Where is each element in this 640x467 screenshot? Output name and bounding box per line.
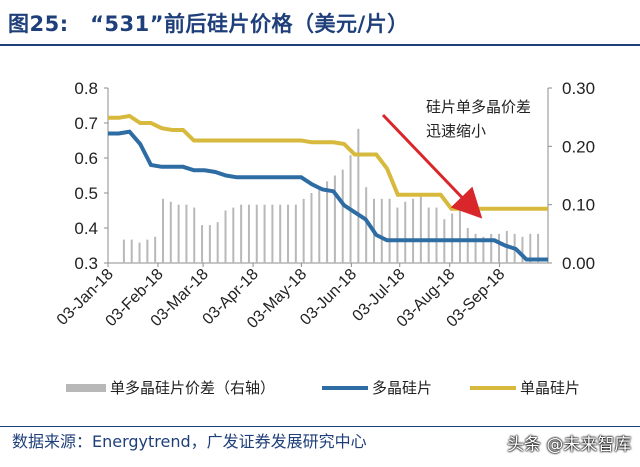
- legend-spread-swatch: [66, 384, 106, 392]
- legend: 单多晶硅片价差（右轴） 多晶硅片 单晶硅片: [66, 379, 580, 397]
- right-tick-label: 0.20: [562, 137, 595, 156]
- legend-spread-label: 单多晶硅片价差（右轴）: [110, 379, 275, 397]
- spread-bar: [318, 187, 321, 263]
- x-axis: 03-Jan-1803-Feb-1803-Mar-1803-Apr-1803-M…: [54, 263, 509, 332]
- spread-bar: [185, 204, 188, 263]
- right-tick-label: 0.30: [562, 79, 595, 98]
- watermark: 头条 @未来智库: [507, 435, 632, 455]
- spread-bar: [216, 222, 219, 263]
- left-tick-label: 0.4: [74, 219, 98, 238]
- spread-bar: [224, 210, 227, 263]
- spread-bar: [263, 204, 266, 263]
- trend-arrow-line: [381, 113, 483, 219]
- spread-bar: [193, 207, 196, 263]
- spread-bar: [255, 204, 258, 263]
- spread-bar: [435, 207, 438, 263]
- spread-bar: [333, 175, 336, 263]
- spread-bar: [201, 225, 204, 263]
- right-axis: 0.00 0.10 0.20 0.30: [548, 79, 595, 273]
- footer-divider: [0, 426, 640, 427]
- spread-bar: [208, 225, 211, 263]
- right-tick-label: 0.10: [562, 196, 595, 215]
- price-chart: 0.3 0.4 0.5 0.6 0.7 0.8 0.00 0.10 0.20 0.30 03-J…: [54, 79, 595, 397]
- spread-bar: [177, 204, 180, 263]
- spread-bar: [380, 198, 383, 263]
- spread-bar: [294, 204, 297, 263]
- spread-bar: [529, 233, 532, 263]
- spread-bar: [247, 204, 250, 263]
- spread-bar: [310, 193, 313, 263]
- spread-bar: [466, 228, 469, 263]
- spread-bar: [451, 213, 454, 263]
- title-bar: 图25: “531”前后硅片价格（美元/片）: [0, 0, 640, 46]
- spread-bar: [498, 233, 501, 263]
- spread-bar: [271, 204, 274, 263]
- spread-bar: [404, 201, 407, 263]
- spread-bar: [458, 210, 461, 263]
- right-tick-label: 0.00: [562, 254, 595, 273]
- spread-bar: [490, 233, 493, 263]
- spread-bar: [365, 187, 368, 263]
- spread-bar: [287, 204, 290, 263]
- figure-title: 图25: “531”前后硅片价格（美元/片）: [8, 12, 409, 36]
- legend-poly-label: 多晶硅片: [372, 379, 432, 397]
- source-note: 数据来源：Energytrend，广发证券发展研究中心: [12, 432, 367, 451]
- spread-bar: [302, 198, 305, 263]
- left-tick-label: 0.6: [74, 149, 98, 168]
- spread-bar: [169, 201, 172, 263]
- spread-bar: [412, 198, 415, 263]
- spread-bar: [521, 236, 524, 263]
- spread-bars: [122, 128, 540, 263]
- spread-bar: [122, 239, 125, 263]
- left-axis: 0.3 0.4 0.5 0.6 0.7 0.8: [74, 79, 108, 273]
- spread-bar: [279, 204, 282, 263]
- spread-bar: [154, 236, 157, 263]
- spread-bar: [357, 128, 360, 263]
- spread-bar: [537, 233, 540, 263]
- spread-bar: [474, 233, 477, 263]
- spread-bar: [146, 239, 149, 263]
- left-tick-label: 0.3: [74, 254, 98, 273]
- spread-bar: [482, 236, 485, 263]
- legend-mono-label: 单晶硅片: [520, 379, 580, 397]
- spread-bar: [232, 207, 235, 263]
- spread-bar: [341, 169, 344, 263]
- left-tick-label: 0.8: [74, 79, 98, 98]
- title-divider: [0, 44, 640, 46]
- trend-arrow: [381, 113, 483, 219]
- annotation-text: 硅片单多晶价差迅速缩小: [426, 98, 532, 140]
- left-tick-label: 0.5: [74, 184, 98, 203]
- spread-bar: [161, 198, 164, 263]
- spread-bar: [240, 204, 243, 263]
- spread-bar: [396, 207, 399, 263]
- spread-bar: [130, 239, 133, 263]
- spread-bar: [419, 195, 422, 263]
- left-tick-label: 0.7: [74, 114, 98, 133]
- spread-bar: [326, 181, 329, 263]
- spread-bar: [138, 242, 141, 263]
- poly-line: [108, 129, 548, 262]
- spread-bar: [388, 198, 391, 263]
- spread-bar: [427, 207, 430, 263]
